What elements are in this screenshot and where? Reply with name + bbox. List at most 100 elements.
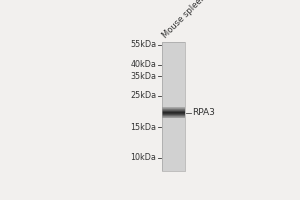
Bar	[162, 97, 185, 98]
Bar	[162, 82, 185, 84]
Text: 10kDa: 10kDa	[130, 153, 156, 162]
Bar	[162, 112, 185, 113]
Bar	[162, 150, 185, 152]
Bar	[162, 114, 185, 116]
Bar	[162, 111, 185, 113]
Bar	[162, 100, 185, 102]
Bar	[162, 158, 185, 160]
Bar	[162, 169, 185, 171]
Bar	[162, 163, 185, 165]
Bar	[162, 106, 185, 108]
Bar	[162, 69, 185, 71]
Bar	[162, 110, 185, 111]
Bar	[162, 42, 185, 43]
Bar	[162, 85, 185, 87]
Bar	[162, 142, 185, 144]
Bar	[162, 116, 185, 117]
Bar	[162, 148, 185, 150]
Bar	[162, 161, 185, 163]
Bar	[162, 121, 185, 123]
Bar	[162, 66, 185, 68]
Bar	[162, 140, 185, 142]
Bar	[162, 81, 185, 82]
Bar	[162, 53, 185, 55]
Bar	[162, 56, 185, 58]
Bar	[162, 45, 185, 47]
Bar	[162, 166, 185, 168]
Bar	[162, 47, 185, 48]
Bar	[162, 165, 185, 166]
Bar	[162, 63, 185, 64]
Bar	[162, 160, 185, 161]
Bar	[162, 59, 185, 61]
Bar	[162, 58, 185, 59]
Bar	[162, 129, 185, 131]
Bar	[162, 113, 185, 114]
Bar	[162, 115, 185, 116]
Bar	[162, 93, 185, 95]
Bar	[162, 116, 185, 118]
Text: 40kDa: 40kDa	[130, 60, 156, 69]
Text: 35kDa: 35kDa	[130, 72, 156, 81]
Text: 25kDa: 25kDa	[130, 91, 156, 100]
Bar	[162, 74, 185, 76]
Bar	[162, 95, 185, 97]
Bar	[162, 84, 185, 85]
Bar	[162, 114, 185, 115]
Bar	[162, 89, 185, 90]
Bar	[162, 61, 185, 63]
Bar	[162, 123, 185, 124]
Bar	[162, 155, 185, 157]
Bar	[162, 108, 185, 110]
Text: RPA3: RPA3	[192, 108, 215, 117]
Text: 15kDa: 15kDa	[130, 123, 156, 132]
Bar	[162, 152, 185, 153]
Bar	[162, 76, 185, 77]
Bar	[162, 103, 185, 105]
Bar	[162, 135, 185, 137]
Bar	[162, 77, 185, 79]
Bar	[162, 110, 185, 111]
Bar	[162, 79, 185, 81]
Bar	[162, 118, 185, 119]
Bar	[162, 127, 185, 129]
Bar	[162, 137, 185, 139]
Bar	[162, 87, 185, 89]
Bar	[162, 132, 185, 134]
Bar	[162, 50, 185, 51]
Bar	[162, 131, 185, 132]
Bar	[162, 168, 185, 169]
Text: Mouse spleen: Mouse spleen	[160, 0, 208, 40]
Bar	[162, 107, 185, 108]
Bar	[162, 105, 185, 106]
Bar	[162, 92, 185, 93]
Bar	[162, 42, 185, 171]
Bar	[162, 126, 185, 127]
Bar	[162, 90, 185, 92]
Bar	[162, 144, 185, 145]
Bar	[162, 139, 185, 140]
Bar	[162, 145, 185, 147]
Bar	[162, 64, 185, 66]
Bar	[162, 48, 185, 50]
Bar	[162, 68, 185, 69]
Text: 55kDa: 55kDa	[130, 40, 156, 49]
Bar	[162, 124, 185, 126]
Bar	[162, 134, 185, 135]
Bar	[162, 51, 185, 53]
Bar	[162, 153, 185, 155]
Bar	[162, 98, 185, 100]
Bar	[162, 71, 185, 72]
Bar	[162, 43, 185, 45]
Bar	[162, 157, 185, 158]
Bar	[162, 72, 185, 74]
Bar	[162, 108, 185, 109]
Bar	[162, 111, 185, 112]
Bar	[162, 102, 185, 103]
Bar	[162, 147, 185, 148]
Bar	[162, 109, 185, 110]
Bar	[162, 117, 185, 118]
Bar	[162, 55, 185, 56]
Bar	[162, 119, 185, 121]
Bar	[162, 113, 185, 114]
